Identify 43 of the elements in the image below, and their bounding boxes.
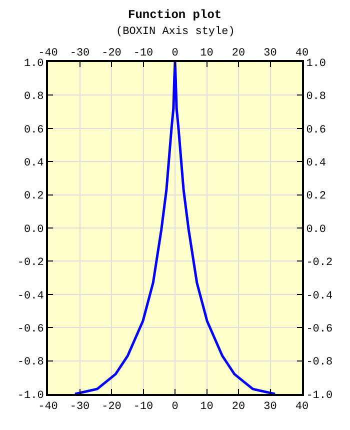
y-tick-label: 0.0 <box>24 224 44 236</box>
y2-tick-label: -0.6 <box>306 323 333 336</box>
chart-title: Function plot <box>128 8 222 22</box>
x2-tick-label: -40 <box>38 401 58 414</box>
y-tick-label: 0.6 <box>24 124 44 136</box>
y-tick-label: 0.2 <box>24 190 44 203</box>
y2-tick-label: -0.8 <box>306 356 333 369</box>
x2-tick-label: 0 <box>172 401 178 414</box>
line-series <box>74 62 276 394</box>
y2-tick-label: 0.8 <box>306 91 326 104</box>
y-tick-label: -0.2 <box>17 257 44 270</box>
y-tick-label: 0.4 <box>24 157 44 170</box>
x-tick-label: -40 <box>38 48 58 60</box>
y2-tick-label: 1.0 <box>306 58 326 70</box>
x2-tick-label: -30 <box>70 401 90 414</box>
x2-tick-label: 30 <box>264 401 277 414</box>
y2-tick-label: -1.0 <box>306 390 333 402</box>
x2-tick-label: 10 <box>200 401 214 414</box>
y2-tick-label: 0.6 <box>306 124 326 136</box>
x-tick-label: -10 <box>133 48 154 60</box>
x-tick-label: 10 <box>200 48 214 60</box>
y2-tick-label: -0.4 <box>306 290 334 302</box>
y2-tick-label: 0.4 <box>306 157 326 170</box>
x-tick-label: -20 <box>102 48 122 60</box>
x-tick-label: 20 <box>232 48 246 60</box>
x2-tick-label: -20 <box>102 401 122 414</box>
y-tick-label: -0.4 <box>17 290 44 302</box>
x2-tick-label: -10 <box>133 401 154 414</box>
y-tick-label: 1.0 <box>24 58 44 70</box>
chart-subtitle: (BOXIN Axis style) <box>116 26 235 38</box>
y-tick-label: -0.8 <box>17 356 44 369</box>
y-tick-label: -0.6 <box>17 323 44 336</box>
x2-tick-label: 20 <box>232 401 246 414</box>
y2-tick-label: -0.2 <box>306 257 333 270</box>
y2-tick-label: 0.0 <box>306 224 326 236</box>
x-tick-label: 40 <box>295 48 309 60</box>
x-tick-label: -30 <box>70 48 90 60</box>
x2-tick-label: 40 <box>295 401 309 414</box>
y2-tick-label: 0.2 <box>306 190 326 203</box>
x-tick-label: 30 <box>264 48 277 60</box>
y-tick-label: 0.8 <box>24 91 44 104</box>
y-tick-label: -1.0 <box>17 390 44 402</box>
x-tick-label: 0 <box>172 48 178 60</box>
